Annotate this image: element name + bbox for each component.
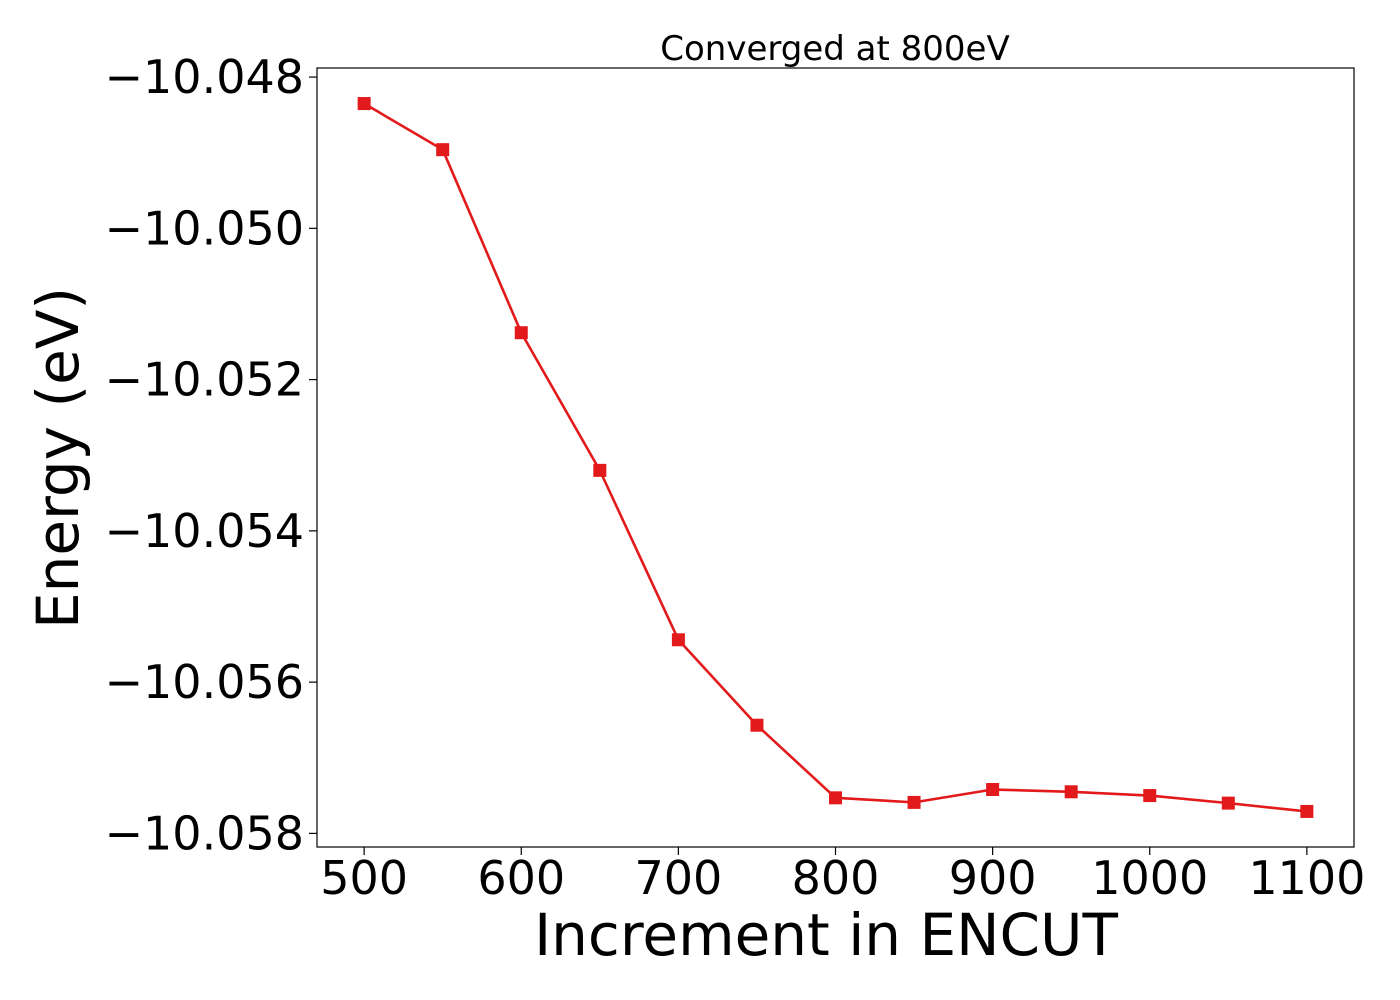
x-tick-label: 900	[949, 851, 1037, 905]
x-tick-label: 800	[792, 851, 880, 905]
y-tick-label: −10.048	[105, 50, 305, 104]
y-tick-label: −10.052	[105, 353, 305, 407]
y-axis: −10.048 −10.050 −10.052 −10.054 −10.056 −10.0…	[105, 50, 317, 860]
data-point	[593, 463, 607, 477]
data-point	[907, 795, 921, 809]
x-tick-label: 600	[477, 851, 565, 905]
data-point	[986, 783, 1000, 797]
x-tick-label: 1100	[1248, 851, 1365, 905]
y-tick-label: −10.050	[105, 201, 305, 255]
y-axis-label: Energy (eV)	[24, 287, 92, 629]
x-axis-label: Increment in ENCUT	[534, 901, 1118, 969]
data-point	[514, 326, 528, 340]
data-point	[357, 97, 371, 111]
plot-frame	[316, 67, 1355, 848]
data-point	[829, 791, 842, 805]
data-point	[1221, 796, 1235, 810]
x-tick-label: 700	[634, 851, 722, 905]
y-tick-label: −10.054	[105, 504, 305, 558]
x-tick-label: 1000	[1091, 851, 1208, 905]
data-point	[1143, 789, 1157, 803]
y-tick-label: −10.058	[105, 806, 305, 860]
data-point	[436, 143, 450, 157]
chart-title: Converged at 800eV	[660, 29, 1009, 69]
x-tick-label: 500	[320, 851, 408, 905]
data-point	[1300, 804, 1314, 818]
data-point	[671, 633, 685, 647]
y-tick-label: −10.056	[105, 655, 305, 709]
data-point	[750, 718, 764, 732]
x-axis: 500 600 700 800 900 1000 1100	[320, 847, 1365, 905]
data-point	[1064, 785, 1078, 799]
series-layer	[357, 97, 1314, 818]
series-line	[363, 102, 1307, 813]
